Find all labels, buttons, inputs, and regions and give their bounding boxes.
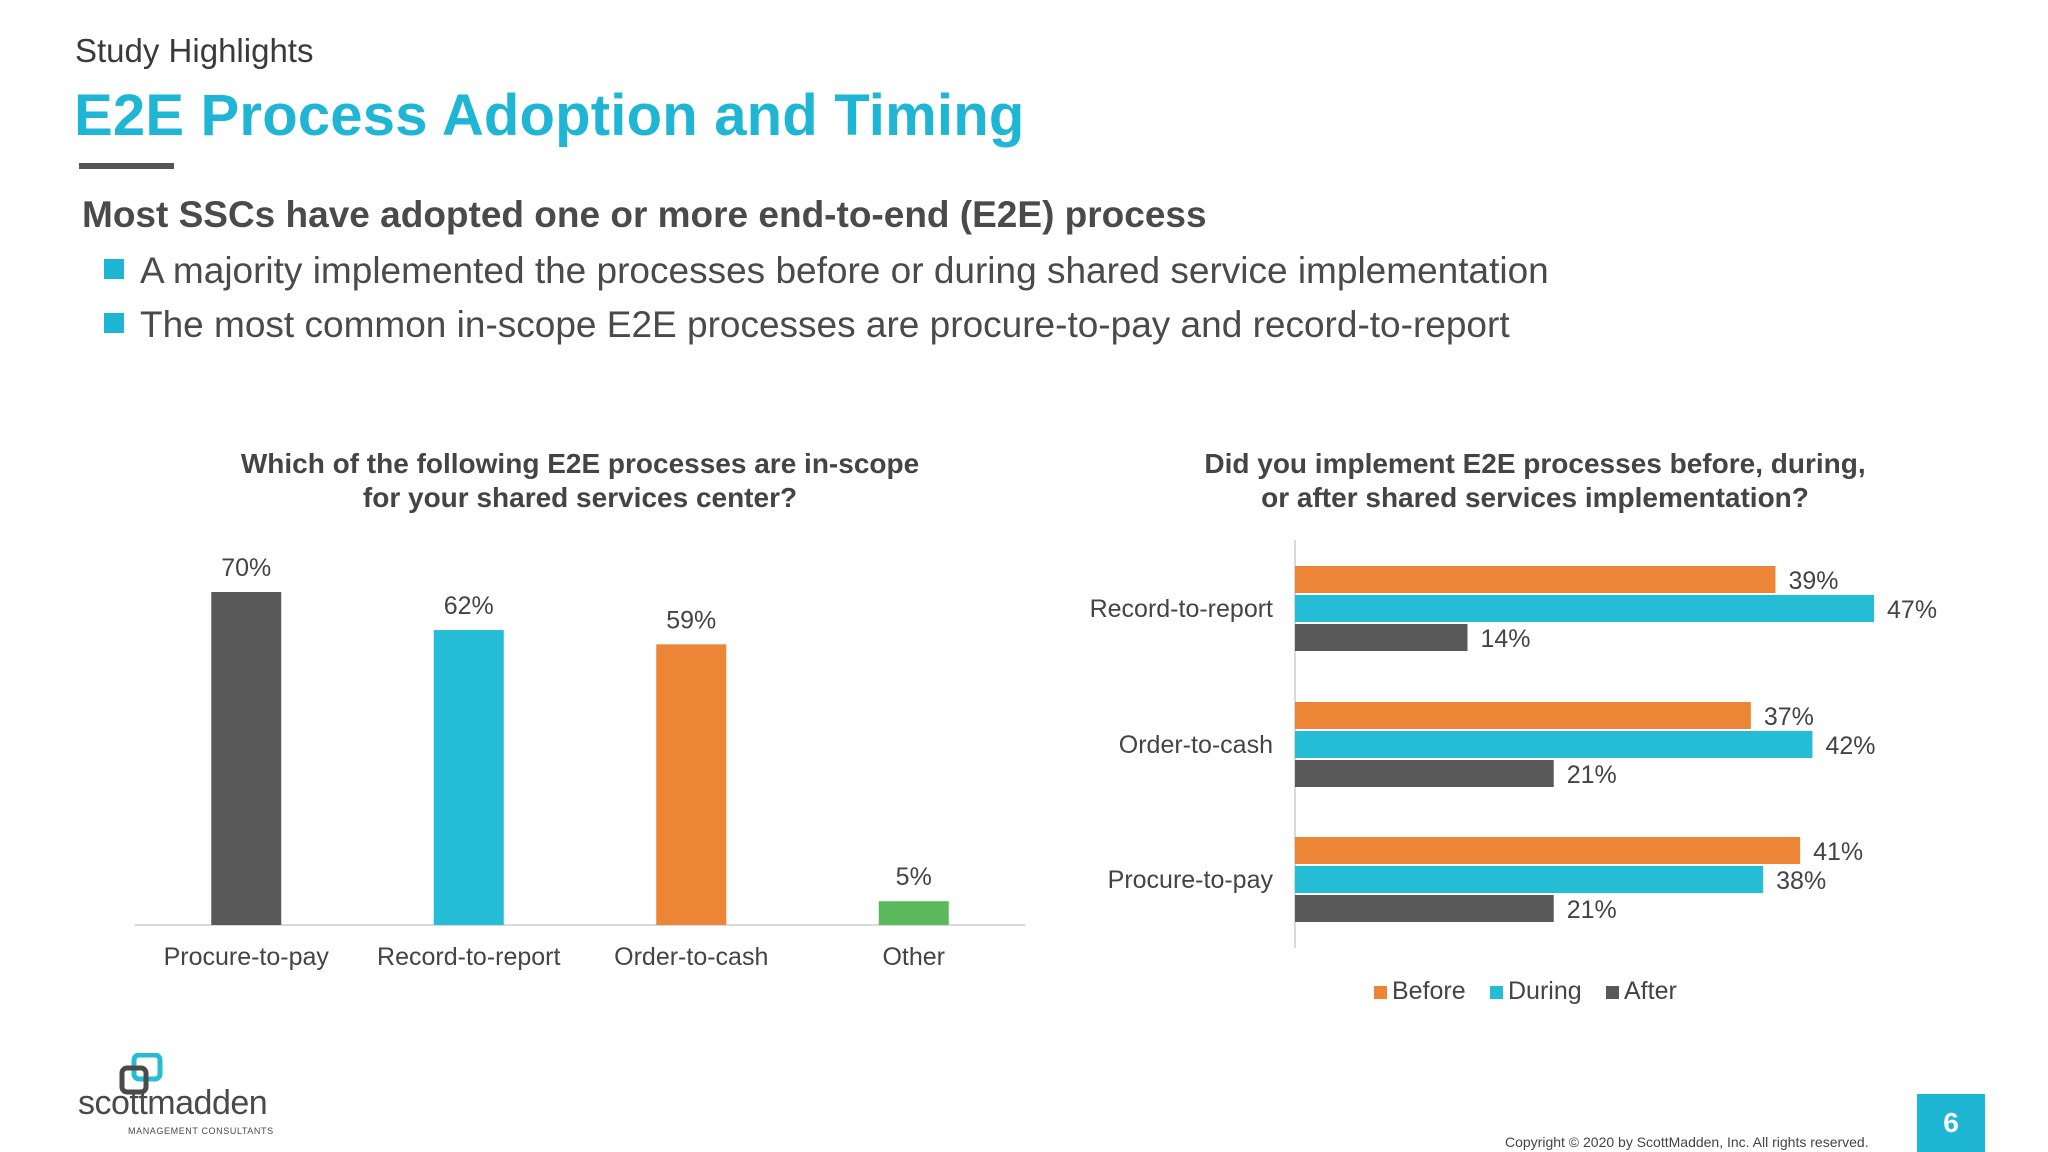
page-number: 6 bbox=[1917, 1094, 1985, 1152]
right-chart-title: Did you implement E2E processes before, … bbox=[1204, 448, 1866, 513]
bar bbox=[878, 901, 949, 925]
logo-tagline: MANAGEMENT CONSULTANTS bbox=[128, 1126, 274, 1136]
bar bbox=[1295, 866, 1764, 893]
bar bbox=[1295, 595, 1875, 622]
summary-bullet: The most common in-scope E2E processes a… bbox=[104, 304, 1510, 346]
implementation-timing-chart: Record-to-report 39% 47% 14% Order-to-cash 37… bbox=[1090, 540, 1937, 1005]
data-label: 5% bbox=[896, 863, 932, 891]
scottmadden-logo-icon bbox=[119, 1053, 163, 1095]
left-chart-title: Which of the following E2E processes are… bbox=[240, 448, 920, 513]
legend-swatch bbox=[1490, 986, 1503, 999]
bar bbox=[1295, 624, 1468, 651]
category-label: Procure-to-pay bbox=[164, 943, 330, 971]
bar bbox=[1295, 895, 1554, 922]
data-label: 14% bbox=[1480, 625, 1530, 653]
data-label: 37% bbox=[1764, 703, 1814, 731]
copyright-notice: Copyright © 2020 by ScottMadden, Inc. Al… bbox=[1505, 1134, 1869, 1150]
legend-label: Before bbox=[1392, 977, 1466, 1005]
bar bbox=[211, 592, 282, 925]
category-label: Record-to-report bbox=[1090, 595, 1273, 623]
category-label: Order-to-cash bbox=[614, 943, 768, 971]
data-label: 38% bbox=[1776, 867, 1826, 895]
bar bbox=[1295, 731, 1813, 758]
legend-label: After bbox=[1624, 977, 1677, 1005]
data-label: 70% bbox=[221, 554, 271, 582]
data-label: 59% bbox=[666, 606, 716, 634]
summary-bullet: A majority implemented the processes bef… bbox=[104, 250, 1549, 292]
legend-swatch bbox=[1374, 986, 1387, 999]
category-label: Record-to-report bbox=[377, 943, 560, 971]
bar bbox=[1295, 837, 1801, 864]
summary-headline: Most SSCs have adopted one or more end-t… bbox=[82, 194, 1207, 235]
data-label: 41% bbox=[1813, 838, 1863, 866]
slide-kicker: Study Highlights bbox=[75, 32, 314, 69]
data-label: 21% bbox=[1567, 896, 1617, 924]
category-label: Other bbox=[882, 943, 945, 971]
data-label: 39% bbox=[1788, 567, 1838, 595]
summary-bullet-text: A majority implemented the processes bef… bbox=[140, 250, 1549, 291]
bar bbox=[656, 644, 727, 925]
in-scope-processes-chart: 70% Procure-to-pay 62% Record-to-report 59% O… bbox=[135, 554, 1025, 971]
square-bullet-icon bbox=[104, 259, 124, 279]
category-label: Order-to-cash bbox=[1119, 731, 1273, 759]
bar bbox=[1295, 702, 1751, 729]
legend-swatch bbox=[1606, 986, 1619, 999]
square-bullet-icon bbox=[104, 313, 124, 333]
bar bbox=[433, 630, 504, 925]
summary-bullet-text: The most common in-scope E2E processes a… bbox=[140, 304, 1510, 345]
title-underline bbox=[79, 163, 174, 169]
data-label: 62% bbox=[444, 592, 494, 620]
bar bbox=[1295, 760, 1554, 787]
slide-title: E2E Process Adoption and Timing bbox=[74, 83, 1025, 148]
logo-wordmark: scottmadden bbox=[78, 1084, 268, 1122]
data-label: 21% bbox=[1567, 761, 1617, 789]
data-label: 42% bbox=[1825, 732, 1875, 760]
legend-label: During bbox=[1508, 977, 1582, 1005]
data-label: 47% bbox=[1887, 596, 1937, 624]
bar bbox=[1295, 566, 1776, 593]
category-label: Procure-to-pay bbox=[1108, 866, 1274, 894]
